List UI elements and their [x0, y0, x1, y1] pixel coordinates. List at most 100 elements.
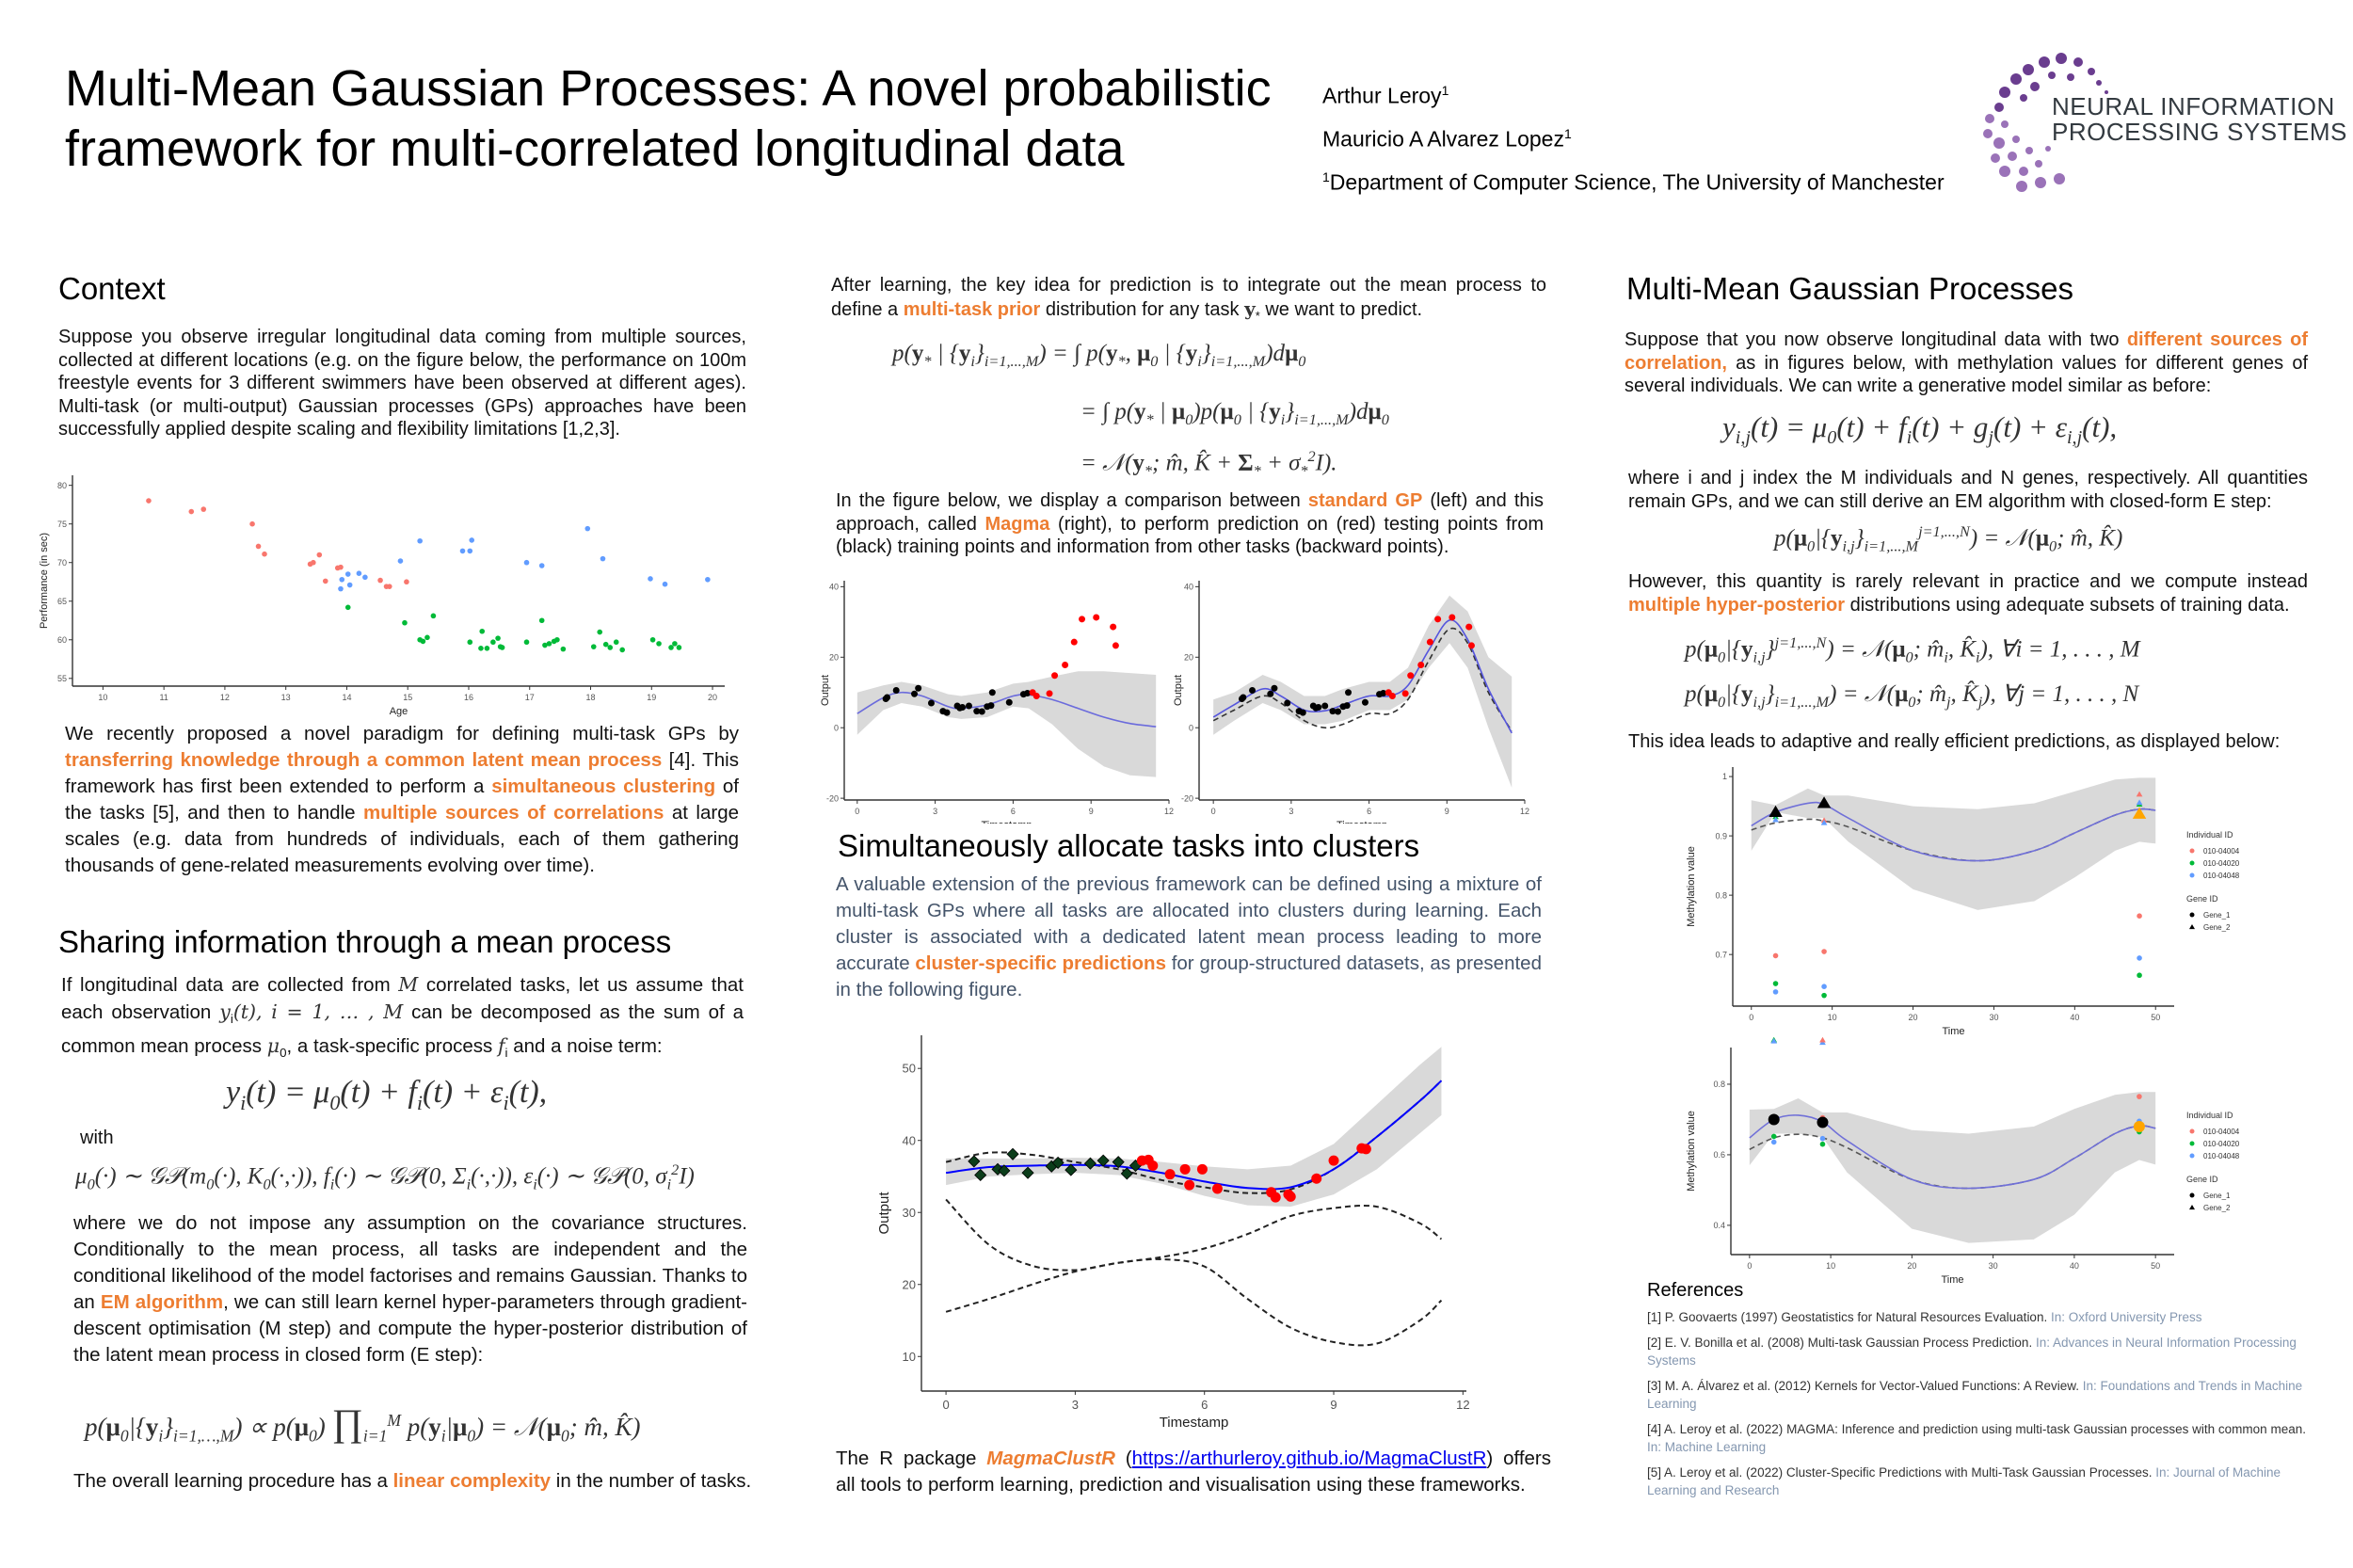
cluster-mean-dashed-line	[945, 1080, 1443, 1194]
y-axis-label: Methylation value	[1686, 1111, 1697, 1192]
math-bold: y	[1132, 450, 1144, 476]
math-subscript: 0	[1185, 411, 1193, 428]
swimmer-performance-chart: 10 11 12 13 14 15 16 17 18 19 20 55 60 65 70 75 80 Age Per…	[39, 475, 725, 717]
x-tick-label: 9	[1330, 1398, 1337, 1412]
math-subscript: 0	[280, 1046, 287, 1061]
text-segment: where we do not impose any assumption on…	[73, 1212, 747, 1313]
text-segment: p(	[400, 1413, 429, 1441]
y-tick-label: 0	[834, 723, 839, 732]
train-data-point	[911, 690, 919, 697]
index-paragraph: where i and j index the M individuals an…	[1628, 467, 2308, 513]
obs-data-point	[554, 636, 560, 643]
highlight-text: multiple sources of correlations	[362, 802, 664, 824]
text-segment: After learning, the key idea for predict…	[831, 275, 1546, 320]
text-segment: We recently proposed a novel paradigm fo…	[65, 723, 739, 744]
text-segment: The overall learning procedure has a	[73, 1470, 393, 1492]
prediction-mean-line	[1212, 619, 1513, 734]
highlight-text: multiple hyper-posterior	[1628, 594, 1846, 616]
train-data-point	[1343, 702, 1351, 710]
obs-data-point	[316, 552, 323, 558]
math-subscript: i	[1976, 648, 1980, 666]
math-bold: μ	[1137, 341, 1151, 366]
math-subscript: i	[533, 1176, 537, 1193]
text-segment: (t) = μ	[246, 1075, 330, 1110]
math-subscript: 0	[1718, 648, 1726, 666]
x-tick-label: 30	[1989, 1261, 1998, 1271]
obs-data-point	[459, 548, 466, 554]
math-subscript: 0	[1381, 411, 1389, 428]
methylation-gene-chart: 0 10 20 30 40 50 0.7 0.8 0.9 1 Time Methylation val…	[1686, 767, 2240, 1037]
math-subscript: 0	[87, 1176, 95, 1193]
author-affiliation-mark: 1	[1441, 83, 1449, 98]
references-title: References	[1647, 1280, 1744, 1301]
context-paragraph: Suppose you observe irregular longitudin…	[58, 326, 746, 441]
y-tick-label: 10	[903, 1350, 916, 1364]
text-segment: }	[974, 341, 984, 366]
math-bold: μ	[1368, 399, 1382, 424]
test-data-point	[1062, 662, 1069, 669]
legend-title-gene: Gene ID	[2186, 894, 2218, 904]
x-tick-label: 50	[2151, 1013, 2160, 1022]
obs-data-point	[417, 537, 423, 544]
x-tick-label: 10	[98, 693, 107, 702]
math-subscript: 0	[2049, 537, 2057, 555]
text-segment: In the figure below, we display a compar…	[836, 490, 1308, 511]
obs-data-point	[656, 641, 662, 647]
title-line-1: Multi-Mean Gaussian Processes: A novel p…	[65, 60, 1272, 117]
math-superscript: M	[387, 1411, 401, 1430]
equation-prediction-3: = 𝒩(y*; m̂, K̂ + Σ* + σ*2I).	[1080, 448, 1337, 480]
y-tick-label: 20	[829, 652, 839, 662]
logo-line-1: NEURAL INFORMATION	[2052, 92, 2335, 120]
math-subscript: i=1,...,M	[1210, 353, 1266, 370]
train-data-point	[988, 689, 996, 696]
y-tick-label: 70	[57, 558, 67, 568]
reference-item: [5] A. Leroy et al. (2022) Cluster-Speci…	[1647, 1464, 2306, 1499]
section-title-clusters: Simultaneously allocate tasks into clust…	[838, 828, 1420, 863]
train-data-point	[1361, 698, 1369, 706]
text-segment: at large scales (e.g. data from hundreds…	[65, 802, 739, 876]
text-segment: |	[1153, 399, 1173, 424]
em-paragraph: where we do not impose any assumption on…	[73, 1210, 747, 1368]
package-link[interactable]: https://arthurleroy.github.io/MagmaClust…	[1131, 1448, 1487, 1469]
obs-data-point	[402, 619, 408, 626]
legend-title-gene: Gene ID	[2186, 1175, 2218, 1184]
math-bold: μ	[2035, 525, 2050, 552]
x-tick-label: 9	[1089, 807, 1094, 816]
obs-data-point	[1770, 1139, 1777, 1145]
x-tick-label: 40	[2070, 1013, 2079, 1022]
reference-text: [3] M. A. Álvarez et al. (2012) Kernels …	[1647, 1379, 2083, 1393]
math-bold: μ	[1172, 399, 1186, 424]
text-segment: y	[226, 1075, 241, 1110]
obs-data-point	[339, 576, 345, 583]
train-data-point	[1817, 796, 1832, 808]
text-segment: = ∫ p(	[1080, 399, 1135, 424]
math-subscript: *	[1300, 462, 1308, 480]
legend-shape	[2189, 1205, 2195, 1210]
text-segment: }	[1765, 681, 1775, 707]
text-segment: However, this quantity is rarely relevan…	[1628, 571, 2308, 592]
math-bold: y	[1741, 636, 1753, 663]
x-tick-label: 18	[586, 693, 596, 702]
section-title-sharing: Sharing information through a mean proce…	[58, 924, 672, 959]
obs-data-point	[2136, 791, 2143, 797]
y-tick-label: 0.8	[1715, 890, 1727, 900]
test-data-point	[1417, 662, 1425, 669]
equation-priors: μ0(·) ∼ 𝒢𝒫(m0(·), K0(·,·)), fi(·) ∼ 𝒢𝒫(0…	[75, 1161, 695, 1193]
text-segment: ; m̂	[1913, 636, 1945, 663]
test-data-point	[1164, 1169, 1176, 1180]
train-data-point	[1315, 703, 1322, 711]
math-subscript: *	[1117, 353, 1126, 370]
text-segment: )d	[1348, 399, 1369, 424]
obs-data-point	[584, 525, 591, 532]
obs-data-point	[338, 564, 344, 570]
y-axis-label: Output	[876, 1192, 892, 1235]
text-segment: ), ∀i = 1, . . . , M	[1979, 636, 2140, 663]
text-segment: )	[316, 1413, 332, 1441]
math-subscript: i	[1280, 411, 1286, 428]
math-subscript: j	[1946, 694, 1951, 711]
obs-data-point	[676, 645, 682, 650]
math-bold: μ	[294, 1413, 310, 1441]
text-segment: If longitudinal data are collected from	[61, 974, 399, 996]
reference-venue: In: Journal of Machine Learning and Rese…	[1647, 1465, 2281, 1497]
equation-multi-mean-model: yi,j(t) = μ0(t) + fi(t) + gj(t) + εi,j(t…	[1722, 410, 2117, 449]
